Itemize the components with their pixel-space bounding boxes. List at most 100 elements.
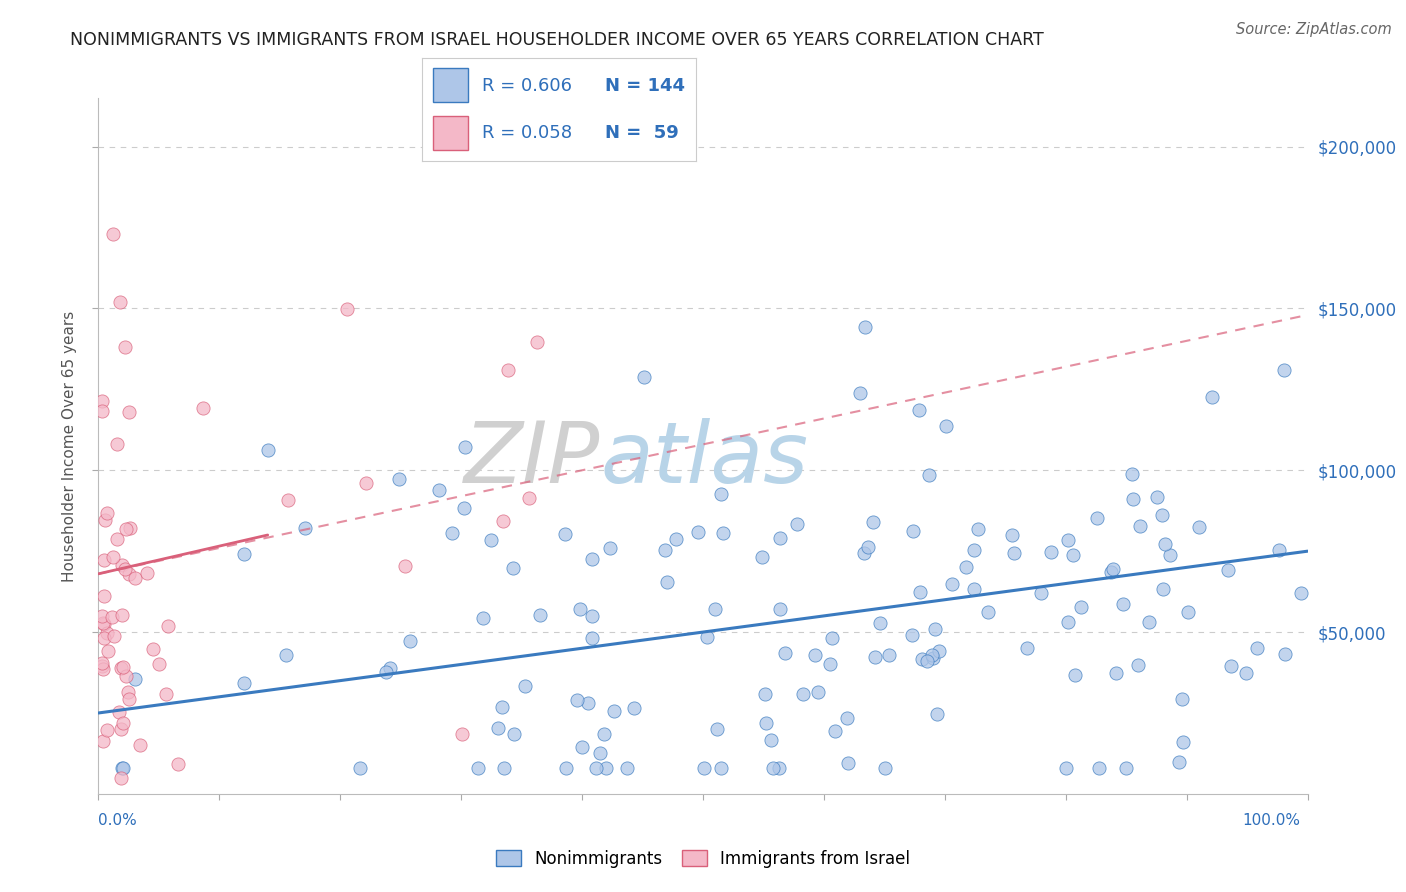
- Point: [554, 761, 576, 775]
- Point: [440, 526, 463, 541]
- Point: [877, 648, 900, 662]
- Point: [1187, 519, 1209, 533]
- Point: [136, 566, 159, 580]
- Point: [1105, 666, 1128, 681]
- Point: [761, 761, 783, 775]
- Point: [1088, 761, 1111, 775]
- Point: [1115, 761, 1137, 775]
- Y-axis label: Householder Income Over 65 years: Householder Income Over 65 years: [62, 310, 77, 582]
- Point: [863, 649, 886, 664]
- Text: Source: ZipAtlas.com: Source: ZipAtlas.com: [1236, 22, 1392, 37]
- Point: [1057, 533, 1080, 548]
- Point: [1129, 518, 1152, 533]
- Point: [911, 652, 934, 666]
- Point: [1001, 528, 1024, 542]
- Point: [1173, 735, 1195, 749]
- Point: [1268, 542, 1291, 557]
- Point: [156, 618, 179, 632]
- Text: 100.0%: 100.0%: [1243, 814, 1301, 828]
- Point: [925, 707, 948, 722]
- Point: [97, 644, 120, 658]
- Point: [703, 602, 725, 616]
- Point: [593, 727, 616, 741]
- Point: [935, 419, 957, 434]
- Point: [595, 761, 617, 775]
- Point: [581, 608, 603, 623]
- Point: [941, 577, 963, 591]
- Point: [1234, 665, 1257, 680]
- Point: [966, 522, 988, 536]
- Point: [581, 632, 603, 646]
- Point: [921, 648, 943, 662]
- Point: [654, 543, 676, 558]
- Point: [862, 515, 884, 529]
- Point: [786, 517, 808, 532]
- Text: R = 0.058: R = 0.058: [482, 124, 572, 142]
- Text: ZIP: ZIP: [464, 418, 600, 501]
- Point: [589, 746, 612, 760]
- Point: [1177, 605, 1199, 619]
- Point: [706, 723, 728, 737]
- Point: [91, 657, 114, 671]
- Point: [804, 648, 827, 662]
- Point: [232, 548, 254, 562]
- Point: [494, 761, 516, 775]
- Point: [91, 662, 114, 676]
- Point: [233, 676, 256, 690]
- Point: [276, 648, 298, 663]
- Point: [665, 532, 688, 546]
- Point: [96, 506, 118, 520]
- Point: [775, 646, 797, 660]
- Point: [686, 524, 709, 539]
- Point: [117, 684, 139, 698]
- Point: [924, 623, 946, 637]
- Point: [378, 661, 401, 675]
- Point: [1274, 647, 1296, 661]
- Point: [453, 501, 475, 516]
- Point: [955, 560, 977, 574]
- Point: [496, 363, 519, 377]
- Bar: [433, 69, 468, 102]
- Bar: [433, 117, 468, 150]
- Point: [1121, 467, 1143, 481]
- Point: [111, 607, 134, 622]
- Point: [454, 440, 477, 454]
- Point: [96, 723, 118, 737]
- Point: [450, 727, 472, 741]
- Point: [107, 705, 129, 719]
- Point: [1216, 562, 1239, 576]
- Point: [118, 405, 141, 419]
- Point: [1015, 640, 1038, 655]
- Point: [1029, 586, 1052, 600]
- Point: [103, 629, 125, 643]
- Point: [294, 521, 316, 535]
- Point: [900, 628, 922, 642]
- Point: [349, 761, 371, 775]
- Point: [91, 404, 114, 418]
- Point: [1112, 597, 1135, 611]
- Point: [105, 437, 128, 451]
- Point: [486, 721, 509, 735]
- Point: [118, 692, 141, 706]
- Point: [277, 492, 299, 507]
- Point: [110, 771, 132, 785]
- Point: [567, 693, 589, 707]
- Point: [1137, 615, 1160, 629]
- Point: [427, 483, 450, 498]
- Point: [111, 761, 134, 775]
- Point: [852, 545, 875, 559]
- Point: [820, 632, 842, 646]
- Point: [710, 761, 733, 775]
- Point: [922, 650, 945, 665]
- Point: [769, 531, 792, 545]
- Point: [623, 701, 645, 715]
- Point: [1150, 508, 1173, 523]
- Point: [616, 761, 638, 775]
- Point: [818, 657, 841, 671]
- Point: [837, 756, 859, 770]
- Point: [155, 687, 177, 701]
- Point: [693, 761, 716, 775]
- Point: [529, 608, 551, 623]
- Point: [696, 631, 718, 645]
- Point: [1062, 549, 1084, 563]
